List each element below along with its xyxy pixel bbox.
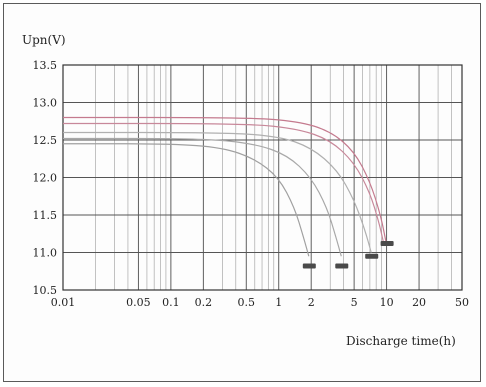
- series-line-5: [63, 116, 388, 246]
- x-tick-label: 50: [455, 296, 469, 309]
- x-tick-label: 2: [308, 296, 315, 309]
- series-line-4: [63, 122, 384, 242]
- x-tick-label: 0.1: [162, 296, 180, 309]
- y-tick-labels: 10.5 11.0 11.5 12.0 12.5 13.0 13.5: [33, 59, 58, 297]
- end-marker-1: [302, 263, 316, 269]
- series-line-2: [63, 137, 342, 257]
- x-tick-labels: 0.01 0.05 0.1 0.2 0.5 1 2 5 10 20 50: [51, 296, 469, 309]
- y-tick-label: 11.5: [33, 209, 58, 222]
- x-tick-label: 0.01: [51, 296, 76, 309]
- y-tick-label: 13.5: [33, 59, 58, 72]
- x-tick-label: 1: [275, 296, 282, 309]
- x-tick-label: 10: [380, 296, 394, 309]
- end-marker-3: [365, 253, 379, 259]
- series-line-1: [63, 143, 310, 257]
- plot-border: [62, 64, 463, 291]
- series-line-3: [62, 131, 372, 253]
- x-tick-label: 5: [351, 296, 358, 309]
- x-tick-label: 0.2: [195, 296, 213, 309]
- y-tick-label: 12.0: [33, 172, 58, 185]
- y-axis-label: Upn(V): [22, 33, 66, 47]
- end-marker-2: [335, 263, 349, 269]
- y-tick-label: 10.5: [33, 284, 58, 297]
- x-tick-label: 0.5: [238, 296, 256, 309]
- y-tick-label: 13.0: [33, 97, 58, 110]
- plot-area: [62, 64, 463, 291]
- x-tick-label: 0.05: [126, 296, 151, 309]
- x-tick-label: 20: [412, 296, 426, 309]
- series-layer: [62, 116, 388, 257]
- y-tick-label: 11.0: [33, 247, 58, 260]
- end-markers: [302, 241, 394, 269]
- chart-frame: [3, 3, 481, 382]
- y-tick-label: 12.5: [33, 134, 58, 147]
- x-axis-label: Discharge time(h): [346, 334, 456, 348]
- major-grid: [62, 64, 463, 291]
- end-marker-4: [380, 241, 394, 246]
